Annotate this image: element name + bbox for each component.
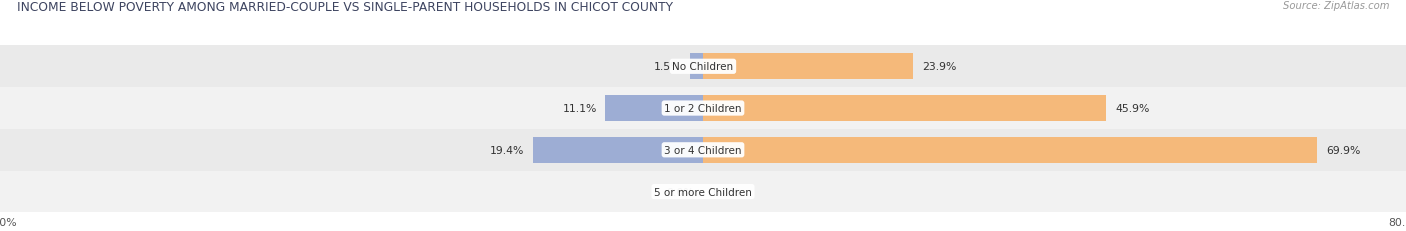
Text: 1.5%: 1.5% — [654, 62, 681, 72]
Text: 11.1%: 11.1% — [562, 103, 596, 114]
Bar — [0, 88, 1406, 129]
Bar — [533, 137, 703, 163]
Bar — [690, 54, 703, 80]
Text: 5 or more Children: 5 or more Children — [654, 187, 752, 197]
Bar — [0, 129, 1406, 171]
Text: 23.9%: 23.9% — [922, 62, 956, 72]
Bar — [0, 46, 1406, 88]
Text: INCOME BELOW POVERTY AMONG MARRIED-COUPLE VS SINGLE-PARENT HOUSEHOLDS IN CHICOT : INCOME BELOW POVERTY AMONG MARRIED-COUPL… — [17, 1, 673, 14]
Text: No Children: No Children — [672, 62, 734, 72]
Bar — [703, 137, 1317, 163]
Bar — [703, 54, 912, 80]
Bar — [606, 96, 703, 122]
Text: 45.9%: 45.9% — [1115, 103, 1150, 114]
Text: 19.4%: 19.4% — [489, 145, 524, 155]
Bar — [0, 171, 1406, 213]
Bar — [703, 96, 1107, 122]
Text: 1 or 2 Children: 1 or 2 Children — [664, 103, 742, 114]
Text: Source: ZipAtlas.com: Source: ZipAtlas.com — [1282, 1, 1389, 11]
Text: 3 or 4 Children: 3 or 4 Children — [664, 145, 742, 155]
Text: 0.0%: 0.0% — [711, 187, 740, 197]
Text: 69.9%: 69.9% — [1326, 145, 1361, 155]
Text: 0.0%: 0.0% — [666, 187, 695, 197]
